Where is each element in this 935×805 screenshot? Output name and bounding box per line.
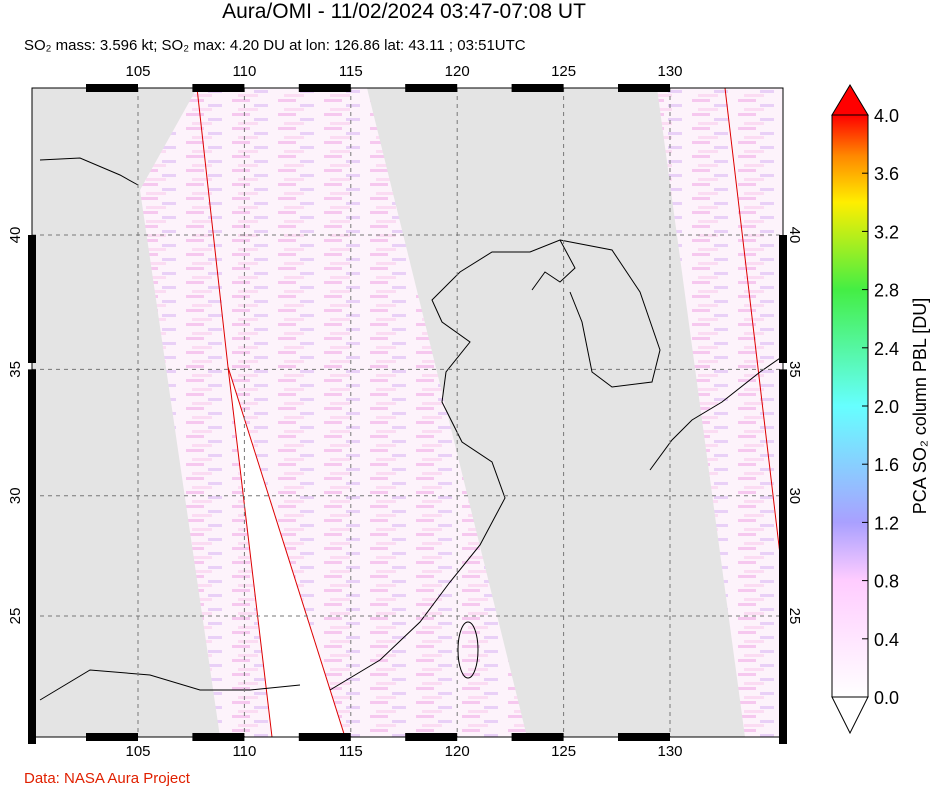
lon-label: 130 — [657, 743, 682, 760]
lon-label: 120 — [445, 743, 470, 760]
lat-label: 35 — [7, 361, 24, 378]
tick-bar — [192, 84, 245, 92]
lon-label: 115 — [339, 743, 363, 760]
lat-label: 30 — [7, 487, 24, 504]
tick-bar — [192, 733, 245, 741]
tick-bar — [779, 369, 787, 498]
colorbar-label: 0.4 — [874, 630, 899, 650]
tick-bar — [86, 84, 138, 92]
tick-bar — [779, 235, 787, 363]
tick-bar — [618, 84, 670, 92]
credit: Data: NASA Aura Project — [24, 770, 191, 787]
lon-label: 125 — [551, 743, 576, 760]
lon-label: 105 — [125, 743, 150, 760]
lat-label: 40 — [786, 227, 803, 244]
tick-bar — [28, 235, 36, 363]
tick-bar — [779, 495, 787, 624]
colorbar-label: 2.4 — [874, 339, 899, 359]
swath-edge — [724, 88, 783, 581]
subtitle: SO₂ mass: 3.596 kt; SO₂ max: 4.20 DU at … — [24, 37, 526, 54]
tick-bar — [405, 84, 458, 92]
tick-bar — [28, 369, 36, 498]
tick-bar — [298, 84, 351, 92]
colorbar-label: 3.6 — [874, 164, 899, 184]
colorbar-label: 4.0 — [874, 106, 899, 126]
ticks: 105 105 110 110 115 115 120 120 125 125 130 130 25 25… — [7, 63, 803, 760]
lon-label: 110 — [232, 63, 256, 80]
map-area — [32, 88, 783, 737]
title: Aura/OMI - 11/02/2024 03:47-07:08 UT — [222, 0, 586, 23]
colorbar-title: PCA SO₂ column PBL [DU] — [910, 298, 930, 514]
lon-label: 110 — [232, 743, 256, 760]
colorbar-min-arrow — [831, 696, 869, 735]
tick-bar — [511, 84, 564, 92]
swath — [140, 88, 527, 737]
tick-bar — [779, 615, 787, 744]
tick-bar — [511, 733, 564, 741]
lat-label: 25 — [7, 608, 24, 625]
lon-label: 130 — [657, 63, 682, 80]
colorbar-label: 1.2 — [874, 513, 899, 533]
colorbar-max-arrow — [831, 84, 869, 116]
lat-label: 25 — [786, 608, 803, 625]
colorbar-label: 3.2 — [874, 222, 899, 242]
lat-label: 40 — [7, 227, 24, 244]
lat-label: 35 — [786, 361, 803, 378]
tick-bar — [28, 495, 36, 624]
swath-edge — [227, 366, 346, 737]
lon-label: 120 — [445, 63, 470, 80]
colorbar-label: 2.8 — [874, 281, 899, 301]
colorbar-ticks: 0.0 0.4 0.8 1.2 1.6 2.0 2.4 2.8 3.2 3.6 4.0 — [862, 106, 899, 708]
graticule — [32, 88, 783, 737]
tick-bar — [298, 733, 351, 741]
lon-label: 105 — [125, 63, 150, 80]
lon-label: 115 — [339, 63, 363, 80]
lon-label: 125 — [551, 63, 576, 80]
lat-label: 30 — [786, 487, 803, 504]
tick-bar — [86, 733, 138, 741]
colorbar-label: 0.8 — [874, 572, 899, 592]
tick-bar — [28, 615, 36, 744]
swath — [657, 88, 783, 737]
colorbar-label: 0.0 — [874, 688, 899, 708]
tick-bar — [405, 733, 458, 741]
tick-bar — [618, 733, 670, 741]
colorbar-label: 1.6 — [874, 455, 899, 475]
colorbar-label: 2.0 — [874, 397, 899, 417]
